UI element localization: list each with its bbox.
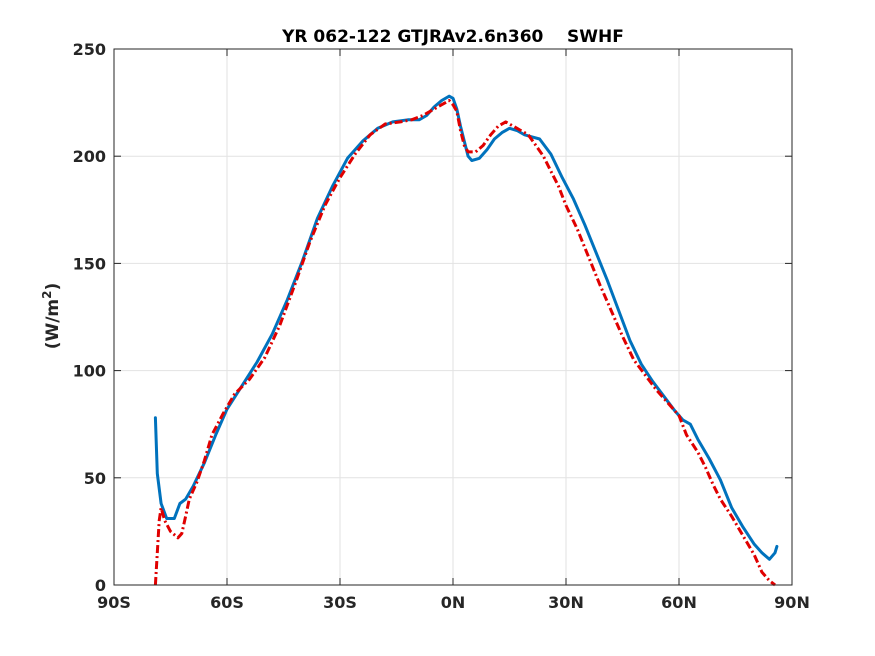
x-tick-label: 90N xyxy=(774,593,810,612)
y-tick-label: 50 xyxy=(84,469,106,488)
x-tick-label: 30S xyxy=(323,593,357,612)
axis-ticks: 90S 60S 30S 0N 30N 60N 90N 0 50 100 150 200 250 xyxy=(73,40,810,612)
y-axis-label: (W/m2) xyxy=(40,283,63,350)
x-tick-label: 60S xyxy=(210,593,244,612)
x-tick-label: 0N xyxy=(441,593,466,612)
y-tick-label: 150 xyxy=(73,254,106,273)
x-tick-label: 90S xyxy=(97,593,131,612)
series-lines xyxy=(153,94,779,587)
y-tick-label: 200 xyxy=(73,147,106,166)
y-tick-label: 100 xyxy=(73,362,106,381)
grid-lines xyxy=(113,48,793,586)
series-line-2 xyxy=(153,99,776,587)
y-tick-label: 0 xyxy=(95,576,106,595)
series-line-1 xyxy=(153,94,779,561)
x-tick-label: 30N xyxy=(548,593,584,612)
chart-title: YR 062-122 GTJRAv2.6n360 SWHF xyxy=(281,27,624,47)
x-tick-label: 60N xyxy=(661,593,697,612)
y-tick-label: 250 xyxy=(73,40,106,59)
